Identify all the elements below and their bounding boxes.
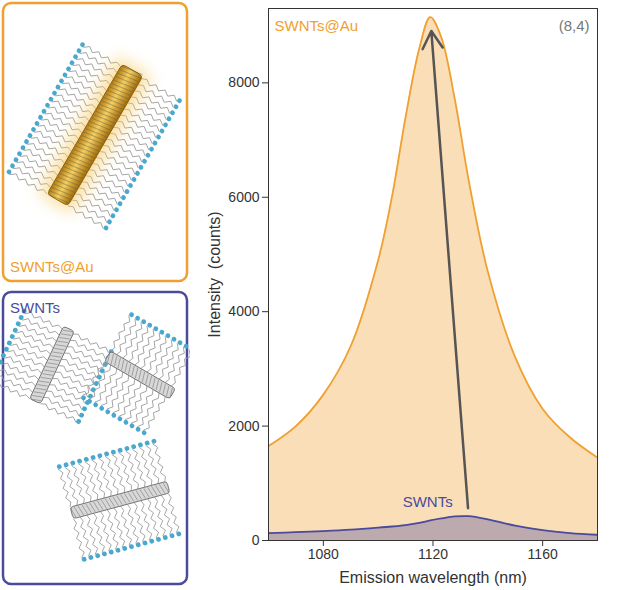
svg-text:1160: 1160 <box>528 546 558 562</box>
svg-text:8000: 8000 <box>228 74 259 90</box>
svg-text:SWNTs@Au: SWNTs@Au <box>10 258 94 275</box>
svg-text:Intensity (counts): Intensity (counts) <box>206 211 223 337</box>
svg-text:SWNTs: SWNTs <box>403 493 453 510</box>
svg-text:0: 0 <box>252 532 260 548</box>
svg-text:1080: 1080 <box>308 546 339 562</box>
svg-text:2000: 2000 <box>228 418 259 434</box>
svg-text:SWNTs@Au: SWNTs@Au <box>275 17 359 34</box>
svg-text:4000: 4000 <box>228 303 259 319</box>
svg-text:1120: 1120 <box>418 546 448 562</box>
svg-text:SWNTs: SWNTs <box>10 299 60 316</box>
svg-text:6000: 6000 <box>228 189 259 205</box>
svg-text:Emission wavelength (nm): Emission wavelength (nm) <box>339 569 527 586</box>
svg-text:(8,4): (8,4) <box>559 17 590 34</box>
